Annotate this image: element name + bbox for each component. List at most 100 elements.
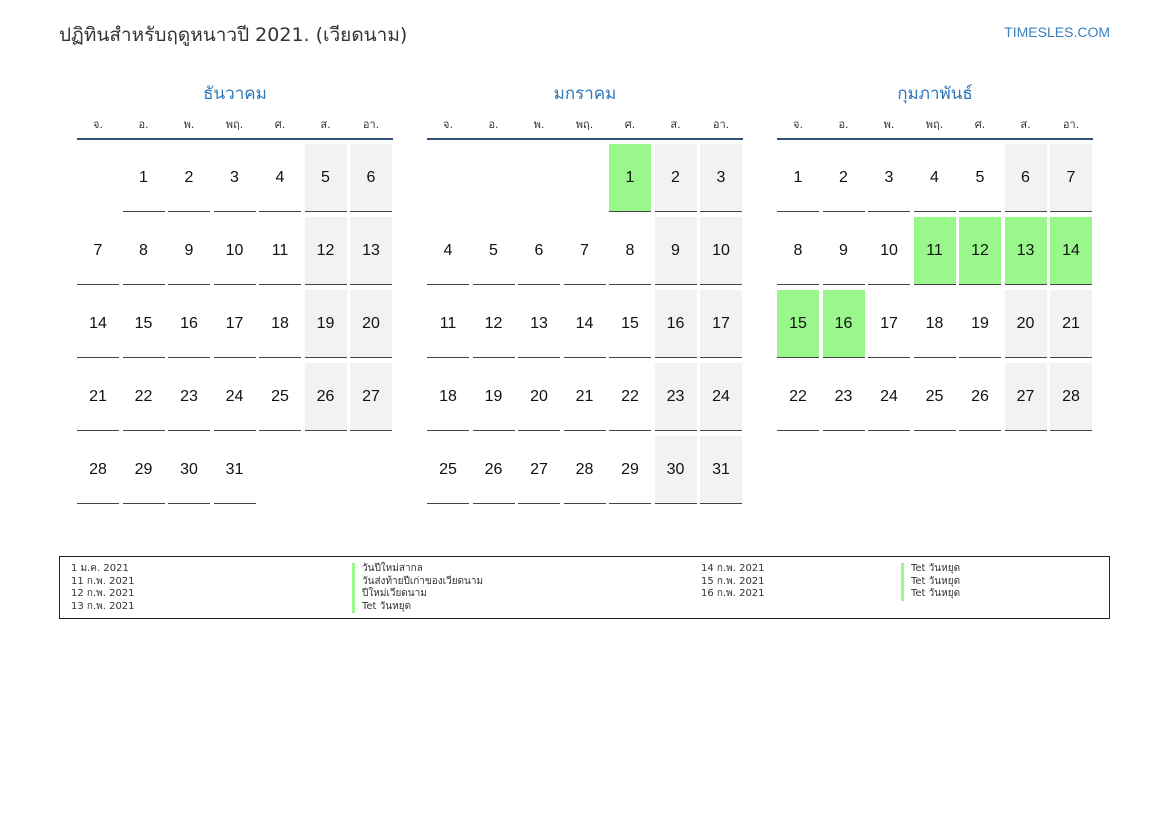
day-cell: 7 <box>77 217 119 285</box>
holiday-day-cell: 11 <box>913 217 956 285</box>
day-cell: 2 <box>168 144 210 212</box>
day-cell: 22 <box>122 363 165 431</box>
holiday-day-cell: 1 <box>609 144 651 212</box>
day-cell: 28 <box>77 436 119 504</box>
day-cell: 3 <box>868 144 910 212</box>
day-cell: 16 <box>168 290 210 358</box>
legend-holiday-name: วันส่งท้ายปีเก่าของเวียดนาม <box>352 575 483 588</box>
day-cell: 22 <box>609 363 651 431</box>
weekday-label: จ. <box>93 118 103 131</box>
holiday-day-cell: 13 <box>1004 217 1047 285</box>
day-cell: 15 <box>122 290 165 358</box>
weekday-label: พฤ. <box>575 118 594 131</box>
day-cell: 5 <box>959 144 1001 212</box>
weekday-header: จ. อ. พ. พฤ. ศ. ส. อา. <box>427 116 743 140</box>
weekday-label: อ. <box>138 118 149 131</box>
day-grid: 1 2 3 4 5 6 7 8 9 10 11 12 13 14 15 16 17 18 19 20 21 22 23 24 2… <box>427 144 743 504</box>
holiday-day-cell: 16 <box>822 290 865 358</box>
holiday-legend: 1 ม.ค. 2021 11 ก.พ. 2021 12 ก.พ. 2021 13… <box>59 556 1110 619</box>
weekday-label: อา. <box>362 118 380 131</box>
day-cell: 8 <box>609 217 651 285</box>
weekday-label: ศ. <box>624 118 636 131</box>
day-cell: 13 <box>518 290 560 358</box>
legend-holiday-name: Tet วันหยุด <box>901 588 960 601</box>
day-cell: 30 <box>654 436 697 504</box>
day-cell: 10 <box>700 217 742 285</box>
day-cell: 25 <box>259 363 301 431</box>
weekday-header: จ. อ. พ. พฤ. ศ. ส. อา. <box>777 116 1093 140</box>
day-cell: 20 <box>1004 290 1047 358</box>
day-cell: 15 <box>609 290 651 358</box>
weekday-label: พ. <box>183 118 195 131</box>
legend-date: 12 ก.พ. 2021 <box>71 588 135 599</box>
day-cell: 6 <box>1004 144 1047 212</box>
site-link[interactable]: TIMESLES.COM <box>1004 24 1110 40</box>
legend-date: 15 ก.พ. 2021 <box>701 575 765 587</box>
day-cell: 6 <box>350 144 392 212</box>
day-cell: 26 <box>472 436 515 504</box>
empty-day-cell <box>473 144 515 212</box>
day-cell: 31 <box>213 436 256 504</box>
day-cell: 7 <box>1050 144 1092 212</box>
weekday-label: อา. <box>712 118 730 131</box>
day-cell: 4 <box>259 144 301 212</box>
weekday-label: พ. <box>533 118 545 131</box>
legend-date: 14 ก.พ. 2021 <box>701 563 765 574</box>
weekday-label: อ. <box>488 118 499 131</box>
page-title: ปฏิทินสำหรับฤดูหนาวปี 2021. (เวียดนาม) <box>59 24 408 46</box>
day-cell: 14 <box>563 290 606 358</box>
day-cell: 8 <box>122 217 165 285</box>
day-cell: 13 <box>350 217 392 285</box>
weekday-label: พฤ. <box>925 118 944 131</box>
weekday-label: ส. <box>1020 118 1031 131</box>
day-cell: 20 <box>518 363 560 431</box>
day-cell: 21 <box>563 363 606 431</box>
day-cell: 17 <box>700 290 742 358</box>
day-grid: 1 2 3 4 5 6 7 8 9 10 11 12 13 14 15 16 17 18 19 20 21 22 23 24 2… <box>77 144 393 504</box>
day-cell: 31 <box>700 436 742 504</box>
day-cell: 12 <box>304 217 347 285</box>
day-cell: 23 <box>822 363 865 431</box>
day-cell: 2 <box>822 144 865 212</box>
month-title: ธันวาคม <box>203 84 267 104</box>
day-cell: 18 <box>427 363 469 431</box>
day-cell: 2 <box>654 144 697 212</box>
empty-day-cell <box>564 144 606 212</box>
day-cell: 24 <box>700 363 742 431</box>
day-cell: 21 <box>77 363 119 431</box>
day-cell: 21 <box>1050 290 1092 358</box>
day-cell: 25 <box>427 436 469 504</box>
day-cell: 17 <box>868 290 910 358</box>
day-cell: 10 <box>868 217 910 285</box>
day-cell: 25 <box>913 363 956 431</box>
day-cell: 18 <box>913 290 956 358</box>
day-cell: 5 <box>472 217 515 285</box>
day-cell: 29 <box>122 436 165 504</box>
day-cell: 12 <box>472 290 515 358</box>
day-cell: 11 <box>259 217 301 285</box>
day-cell: 3 <box>213 144 256 212</box>
legend-date: 16 ก.พ. 2021 <box>701 588 765 599</box>
day-cell: 9 <box>168 217 210 285</box>
day-cell: 28 <box>563 436 606 504</box>
legend-holiday-name: Tet วันหยุด <box>901 575 960 588</box>
legend-date: 1 ม.ค. 2021 <box>71 563 129 574</box>
legend-date: 13 ก.พ. 2021 <box>71 600 135 612</box>
weekday-label: พ. <box>883 118 895 131</box>
legend-holiday-name: ปีใหม่เวียดนาม <box>352 588 427 601</box>
day-cell: 23 <box>654 363 697 431</box>
day-cell: 19 <box>472 363 515 431</box>
empty-day-cell <box>77 144 119 212</box>
day-cell: 17 <box>213 290 256 358</box>
month-title: มกราคม <box>553 84 617 104</box>
day-cell: 26 <box>959 363 1001 431</box>
day-cell: 20 <box>350 290 392 358</box>
day-cell: 3 <box>700 144 742 212</box>
day-cell: 1 <box>777 144 819 212</box>
weekday-label: อ. <box>838 118 849 131</box>
weekday-label: ศ. <box>274 118 286 131</box>
day-cell: 7 <box>563 217 606 285</box>
